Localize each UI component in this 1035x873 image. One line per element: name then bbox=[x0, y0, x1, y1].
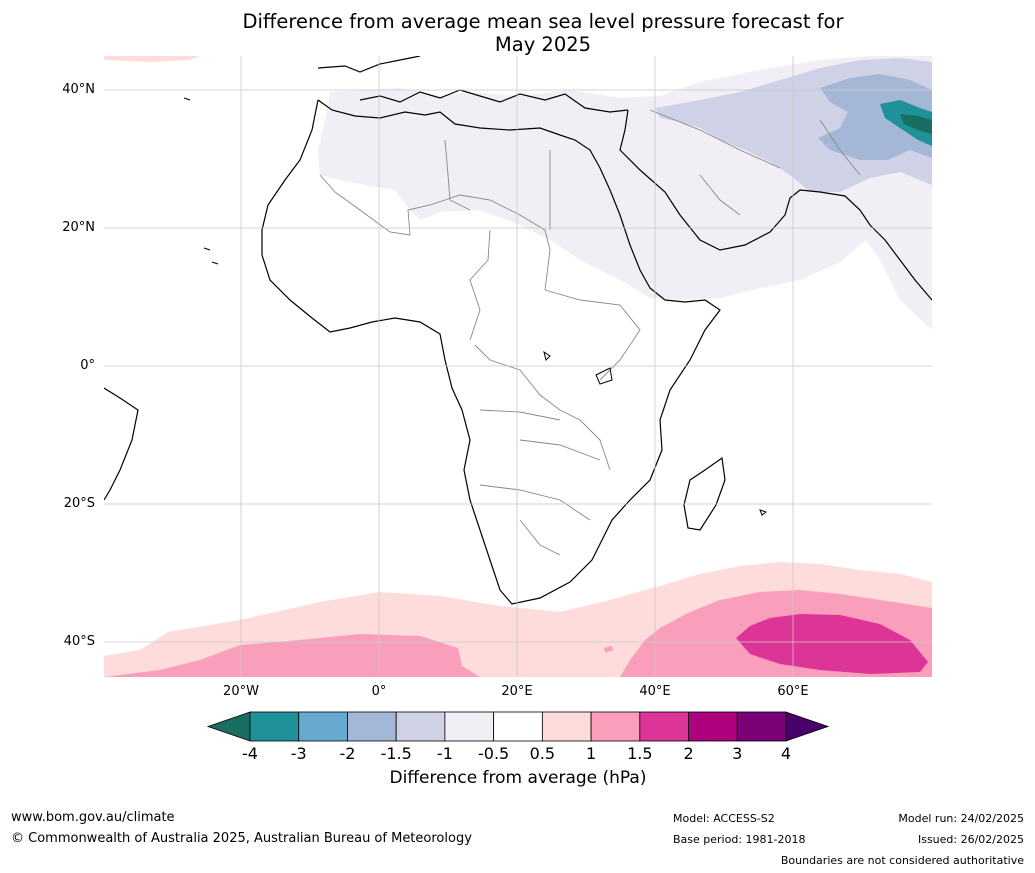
islands bbox=[183, 97, 768, 516]
lat-label-20n: 20°N bbox=[62, 220, 95, 235]
colorbar-segment bbox=[298, 711, 348, 742]
colorbar-tick-label: -3 bbox=[290, 744, 307, 763]
colorbar-tick-label: -0.5 bbox=[478, 744, 510, 763]
colorbar-segment bbox=[444, 711, 495, 742]
footer-url[interactable]: www.bom.gov.au/climate bbox=[11, 810, 175, 825]
colorbar-segment bbox=[736, 711, 787, 742]
colorbar-label: Difference from average (hPa) bbox=[389, 768, 647, 788]
colorbar-tick-label: 1 bbox=[585, 744, 597, 763]
lat-label-40n: 40°N bbox=[62, 82, 95, 97]
colorbar-segment bbox=[639, 711, 689, 742]
colorbar-segment bbox=[590, 711, 641, 742]
map-title: Difference from average mean sea level p… bbox=[143, 10, 943, 56]
footer-model-run: Model run: 24/02/2025 bbox=[898, 812, 1024, 825]
colorbar-tick-label: 0.5 bbox=[529, 744, 556, 763]
lat-label-40s: 40°S bbox=[63, 634, 95, 649]
lon-label-20w: 20°W bbox=[223, 684, 259, 699]
colorbar-segment bbox=[395, 711, 446, 742]
map-title-line1: Difference from average mean sea level p… bbox=[242, 10, 844, 33]
colorbar-tick-label: 2 bbox=[683, 744, 694, 763]
graticule bbox=[104, 56, 932, 677]
colorbar-tick-label: 1.5 bbox=[627, 744, 653, 763]
colorbar-segment bbox=[541, 711, 592, 742]
colorbar-extend-high bbox=[785, 711, 830, 742]
lon-label-40e: 40°E bbox=[639, 684, 671, 699]
footer-model: Model: ACCESS-S2 bbox=[673, 812, 775, 825]
colorbar-tick-label: 3 bbox=[732, 744, 743, 763]
lon-label-60e: 60°E bbox=[777, 684, 809, 699]
colorbar-segment bbox=[249, 711, 300, 742]
footer-copyright: © Commonwealth of Australia 2025, Austra… bbox=[11, 831, 472, 846]
footer-issued: Issued: 26/02/2025 bbox=[917, 833, 1024, 846]
colorbar-segment bbox=[347, 711, 397, 742]
colorbar-segment bbox=[688, 711, 738, 742]
colorbar-tick-label: -1.5 bbox=[380, 744, 412, 763]
colorbar-tick-label: -4 bbox=[242, 744, 258, 763]
anomaly-fill-negative bbox=[318, 56, 932, 330]
colorbar-extend-low bbox=[206, 711, 251, 742]
footer-boundaries-note: Boundaries are not considered authoritat… bbox=[780, 854, 1024, 867]
lat-label-20s: 20°S bbox=[63, 496, 95, 511]
lat-label-0: 0° bbox=[80, 358, 95, 373]
country-borders bbox=[319, 109, 861, 556]
lon-label-20e: 20°E bbox=[501, 684, 533, 699]
anomaly-fill-positive bbox=[104, 56, 932, 677]
colorbar bbox=[206, 711, 830, 742]
footer-base-period: Base period: 1981-2018 bbox=[673, 833, 806, 846]
colorbar-tick-label: -2 bbox=[339, 744, 356, 763]
map-title-line2: May 2025 bbox=[494, 33, 592, 56]
colorbar-segment bbox=[493, 711, 543, 742]
colorbar-tick-label: -1 bbox=[436, 744, 453, 763]
colorbar-tick-label: 4 bbox=[780, 744, 792, 763]
lon-label-0: 0° bbox=[371, 684, 387, 699]
